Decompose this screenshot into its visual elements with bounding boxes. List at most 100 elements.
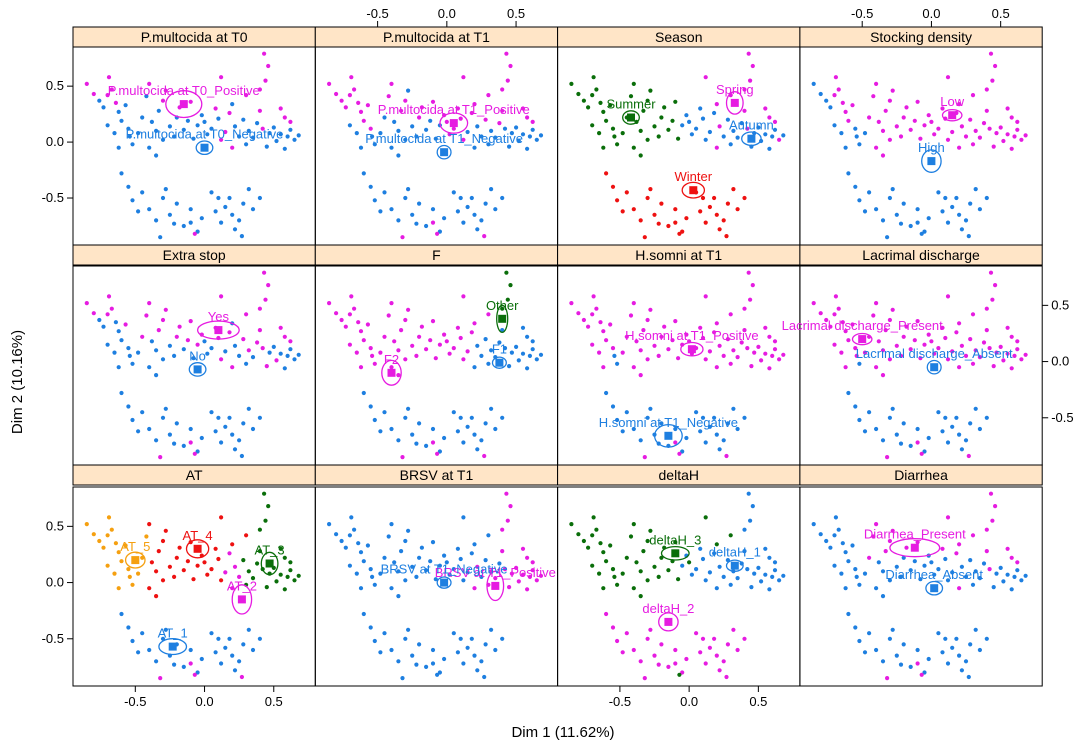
scatter-point [257, 306, 262, 311]
scatter-point [278, 572, 283, 577]
scatter-point [1005, 546, 1010, 551]
scatter-point [209, 346, 214, 351]
scatter-point [703, 440, 708, 445]
scatter-point [735, 355, 740, 360]
confidence-ellipse [658, 612, 679, 632]
scatter-point [154, 569, 159, 574]
scatter-point [591, 294, 596, 299]
confidence-ellipse [185, 539, 210, 559]
scatter-point [370, 134, 375, 139]
scatter-point [652, 124, 657, 129]
scatter-point [399, 549, 404, 554]
scatter-point [604, 171, 609, 176]
scatter-point [372, 142, 377, 147]
scatter-point [246, 128, 251, 133]
scatter-point [1001, 138, 1006, 144]
confidence-ellipse [681, 181, 706, 199]
scatter-point [509, 571, 514, 576]
x-tick-label: 0.0 [922, 6, 940, 21]
scatter-point [219, 137, 224, 142]
scatter-point [597, 571, 602, 576]
scatter-point [735, 426, 740, 432]
scatter-point [257, 527, 262, 532]
scatter-point [530, 347, 535, 352]
scatter-point [486, 533, 491, 538]
scatter-point [119, 559, 124, 564]
scatter-point [898, 353, 904, 358]
scatter-point [386, 94, 391, 99]
scatter-point [598, 320, 603, 325]
scatter-point [437, 449, 442, 454]
panel-2: Season Summer Spring Autumn Winter [557, 26, 801, 246]
scatter-point [435, 231, 440, 236]
scatter-point [628, 94, 634, 99]
scatter-point [497, 121, 502, 126]
scatter-point [590, 533, 595, 538]
confidence-ellipse [851, 332, 873, 346]
scatter-point [714, 212, 719, 217]
scatter-point [158, 455, 163, 460]
scatter-point [608, 543, 613, 548]
scatter-point [246, 187, 251, 192]
scatter-point [343, 545, 348, 550]
group-centroid [910, 543, 919, 552]
scatter-point [850, 543, 855, 548]
scatter-point [620, 429, 625, 434]
scatter-point [666, 568, 671, 573]
scatter-point [966, 234, 971, 239]
scatter-point [149, 339, 154, 344]
scatter-point [172, 134, 177, 139]
scatter-point [700, 556, 706, 562]
scatter-point [213, 209, 218, 214]
scatter-point [1023, 133, 1028, 138]
scatter-point [472, 321, 477, 326]
scatter-point [232, 564, 238, 569]
group-label: Yes [208, 309, 230, 324]
panel-title: BRSV at T1 [400, 467, 474, 483]
group-label: AT_1 [158, 626, 188, 641]
scatter-point [451, 346, 456, 351]
scatter-point [368, 404, 373, 409]
scatter-point [469, 110, 474, 116]
scatter-point [154, 348, 159, 353]
scatter-point [479, 353, 484, 358]
scatter-point [874, 81, 879, 86]
confidence-ellipse [231, 584, 253, 615]
scatter-point [140, 115, 145, 120]
scatter-point [455, 106, 460, 111]
scatter-point [406, 627, 411, 632]
scatter-point [158, 235, 163, 240]
scatter-point [874, 145, 879, 150]
scatter-point [832, 342, 837, 347]
scatter-point [680, 449, 685, 454]
scatter-point [461, 515, 466, 520]
scatter-point [620, 650, 625, 655]
scatter-point [447, 351, 452, 356]
group-centroid [687, 345, 696, 354]
scatter-point [216, 116, 221, 121]
scatter-point [172, 574, 177, 580]
scatter-point [191, 136, 196, 141]
scatter-point [631, 145, 636, 150]
scatter-point [721, 134, 726, 139]
scatter-point [772, 339, 778, 344]
group-centroid [730, 561, 739, 570]
scatter-point [260, 346, 265, 351]
scatter-point [400, 676, 405, 681]
scatter-point [645, 195, 650, 201]
scatter-point [389, 207, 394, 212]
scatter-point [185, 338, 190, 343]
scatter-point [257, 195, 262, 201]
panel-points [327, 51, 544, 240]
confidence-ellipse [158, 638, 188, 656]
scatter-point [119, 118, 124, 123]
scatter-point [857, 417, 862, 423]
group-label: H.somni at T1_Negative [599, 415, 738, 430]
scatter-point [950, 570, 955, 575]
scatter-point [109, 527, 114, 532]
scatter-point [700, 195, 706, 201]
scatter-point [282, 587, 287, 592]
scatter-point [465, 645, 470, 650]
scatter-point [874, 522, 879, 527]
scatter-point [417, 334, 422, 339]
